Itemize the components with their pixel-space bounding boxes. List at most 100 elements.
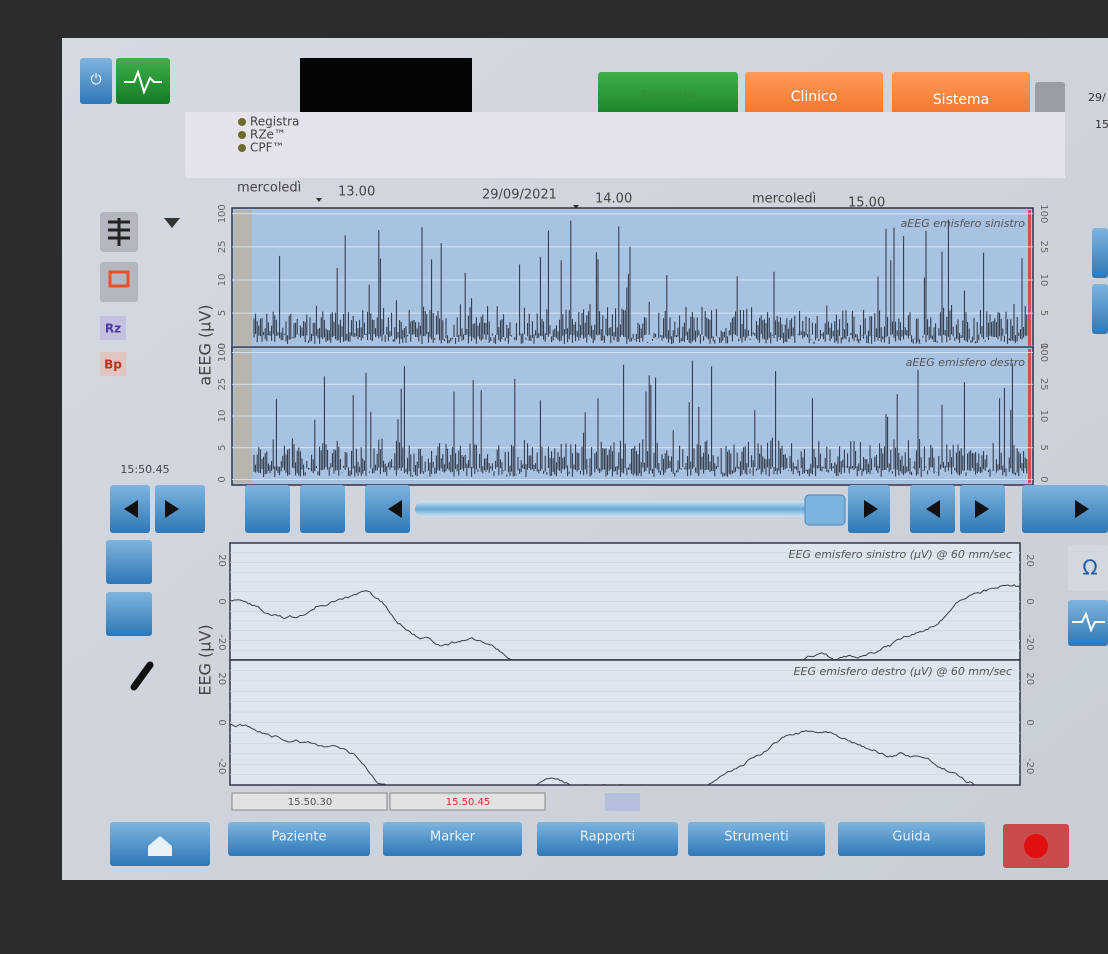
nav-button[interactable] <box>383 822 522 856</box>
timeline-marker <box>573 205 579 209</box>
eeg-tick-right: -20 <box>1024 758 1035 774</box>
aeeg-tick-right: 100 <box>1038 343 1049 362</box>
control-arrow <box>124 500 138 518</box>
aeeg-tick-right: 10 <box>1038 410 1049 423</box>
control-button[interactable] <box>365 485 410 533</box>
eeg-tick-right: 0 <box>1024 719 1035 725</box>
aeeg-tick: 25 <box>217 378 228 391</box>
dropdown-arrow[interactable] <box>164 218 180 228</box>
impedance-button[interactable] <box>1068 545 1108 591</box>
aeeg-tick-right: 0 <box>1038 476 1049 482</box>
eeg-panel-title: EEG emisfero destro (µV) @ 60 mm/sec <box>794 665 1012 678</box>
nav-label: Guida <box>892 830 930 845</box>
home-icon <box>148 836 172 856</box>
aeeg-panel-title: aEEG emisfero sinistro <box>901 217 1026 230</box>
nav-label: Rapporti <box>580 830 635 845</box>
timeline-time: 15.00 <box>848 196 885 211</box>
slider-track <box>415 501 810 517</box>
tab-sistema[interactable] <box>892 72 1030 122</box>
nav-button[interactable] <box>688 822 825 856</box>
cursor-box <box>231 792 388 811</box>
impedance-label: Ω <box>1082 556 1097 580</box>
aeeg-tick: 10 <box>217 274 228 287</box>
menu-bullet <box>238 118 246 126</box>
nav-button[interactable] <box>228 822 370 856</box>
tool-label: Rz <box>105 322 121 336</box>
aeeg-trace <box>253 360 1028 477</box>
menu-item[interactable]: RZe™ <box>250 128 286 142</box>
timeline-marker <box>316 198 322 202</box>
menu-item[interactable]: Registra <box>250 115 299 129</box>
menu-bullet <box>238 131 246 139</box>
slider-handle[interactable] <box>804 494 846 526</box>
rz-tool[interactable] <box>100 316 126 340</box>
current-time: 15:50.45 <box>120 463 169 476</box>
nav-button[interactable] <box>838 822 985 856</box>
control-arrow <box>1075 500 1089 518</box>
timeline-time: 14.00 <box>595 192 632 207</box>
power-button[interactable] <box>80 58 112 104</box>
indicator <box>605 793 640 811</box>
tab-segnale[interactable] <box>598 72 738 122</box>
timeline: mercoledì 13.00 29/09/2021 14.00 mercoledì 15… <box>237 181 885 213</box>
aeeg-tick: 100 <box>217 204 228 223</box>
eeg-panel-title: EEG emisfero sinistro (µV) @ 60 mm/sec <box>789 548 1012 561</box>
eeg-axis-label: EEG (µV) <box>196 624 215 695</box>
control-arrow <box>926 500 940 518</box>
scroll-down[interactable] <box>1092 284 1108 334</box>
timeline-time: 13.00 <box>338 185 375 200</box>
control-arrow <box>975 500 989 518</box>
aeeg-tick: 0 <box>217 343 228 349</box>
eeg-tick: -20 <box>216 758 227 774</box>
timeline-day: mercoledì <box>752 192 816 207</box>
ecg-icon <box>1072 611 1105 633</box>
pencil-tool[interactable] <box>130 661 154 691</box>
montage-tool[interactable] <box>106 540 152 584</box>
aeeg-tick-right: 10 <box>1038 274 1049 287</box>
aeeg-tick: 100 <box>217 343 228 362</box>
tab-label: Clinico <box>791 89 838 105</box>
time-fragment: 15 <box>1095 118 1108 131</box>
menu-bullet <box>238 144 246 152</box>
eeg-tick: -20 <box>216 634 227 650</box>
menu-item[interactable]: CPF™ <box>250 141 285 155</box>
bottom-nav: Paziente Marker Rapporti Strumenti Guida <box>228 822 985 856</box>
scroll-up[interactable] <box>1092 228 1108 278</box>
control-button[interactable] <box>1022 485 1108 533</box>
controls <box>110 485 1108 533</box>
timeline-day: 29/09/2021 <box>482 188 557 203</box>
bars-tool[interactable] <box>106 592 152 636</box>
control-button[interactable] <box>155 485 205 533</box>
aeeg-tick: 10 <box>217 410 228 423</box>
aeeg-tick-right: 0 <box>1038 343 1049 349</box>
record-icon <box>1024 834 1048 858</box>
nav-button[interactable] <box>537 822 678 856</box>
cursor-box <box>389 792 546 811</box>
tab-label: Segnale <box>640 89 696 105</box>
eeg-tick-right: 20 <box>1024 554 1035 567</box>
aeeg-panel-title: aEEG emisfero destro <box>906 356 1026 369</box>
aeeg-trace <box>253 219 1028 344</box>
power-icon: ⏻ <box>90 72 101 88</box>
eeg-tick-right: -20 <box>1024 634 1035 650</box>
control-button[interactable] <box>245 485 290 533</box>
aeeg-tick-right: 5 <box>1038 310 1049 316</box>
aeeg-axis-label: aEEG (µV) <box>196 304 215 385</box>
eeg-tick: 0 <box>216 719 227 725</box>
eeg-tick: 20 <box>216 672 227 685</box>
crop-tool[interactable] <box>100 262 138 302</box>
control-arrow <box>165 500 179 518</box>
eeg-tick: 0 <box>216 598 227 604</box>
control-button[interactable] <box>300 485 345 533</box>
aeeg-tick-right: 25 <box>1038 241 1049 254</box>
tab-label: Sistema <box>933 92 989 108</box>
signal-icon <box>124 68 162 95</box>
eeg-tick-right: 0 <box>1024 598 1035 604</box>
tool-label: Bp <box>104 358 122 372</box>
bp-tool[interactable] <box>100 352 126 376</box>
tab-clinico[interactable] <box>745 72 883 122</box>
signal-button[interactable] <box>116 58 170 104</box>
